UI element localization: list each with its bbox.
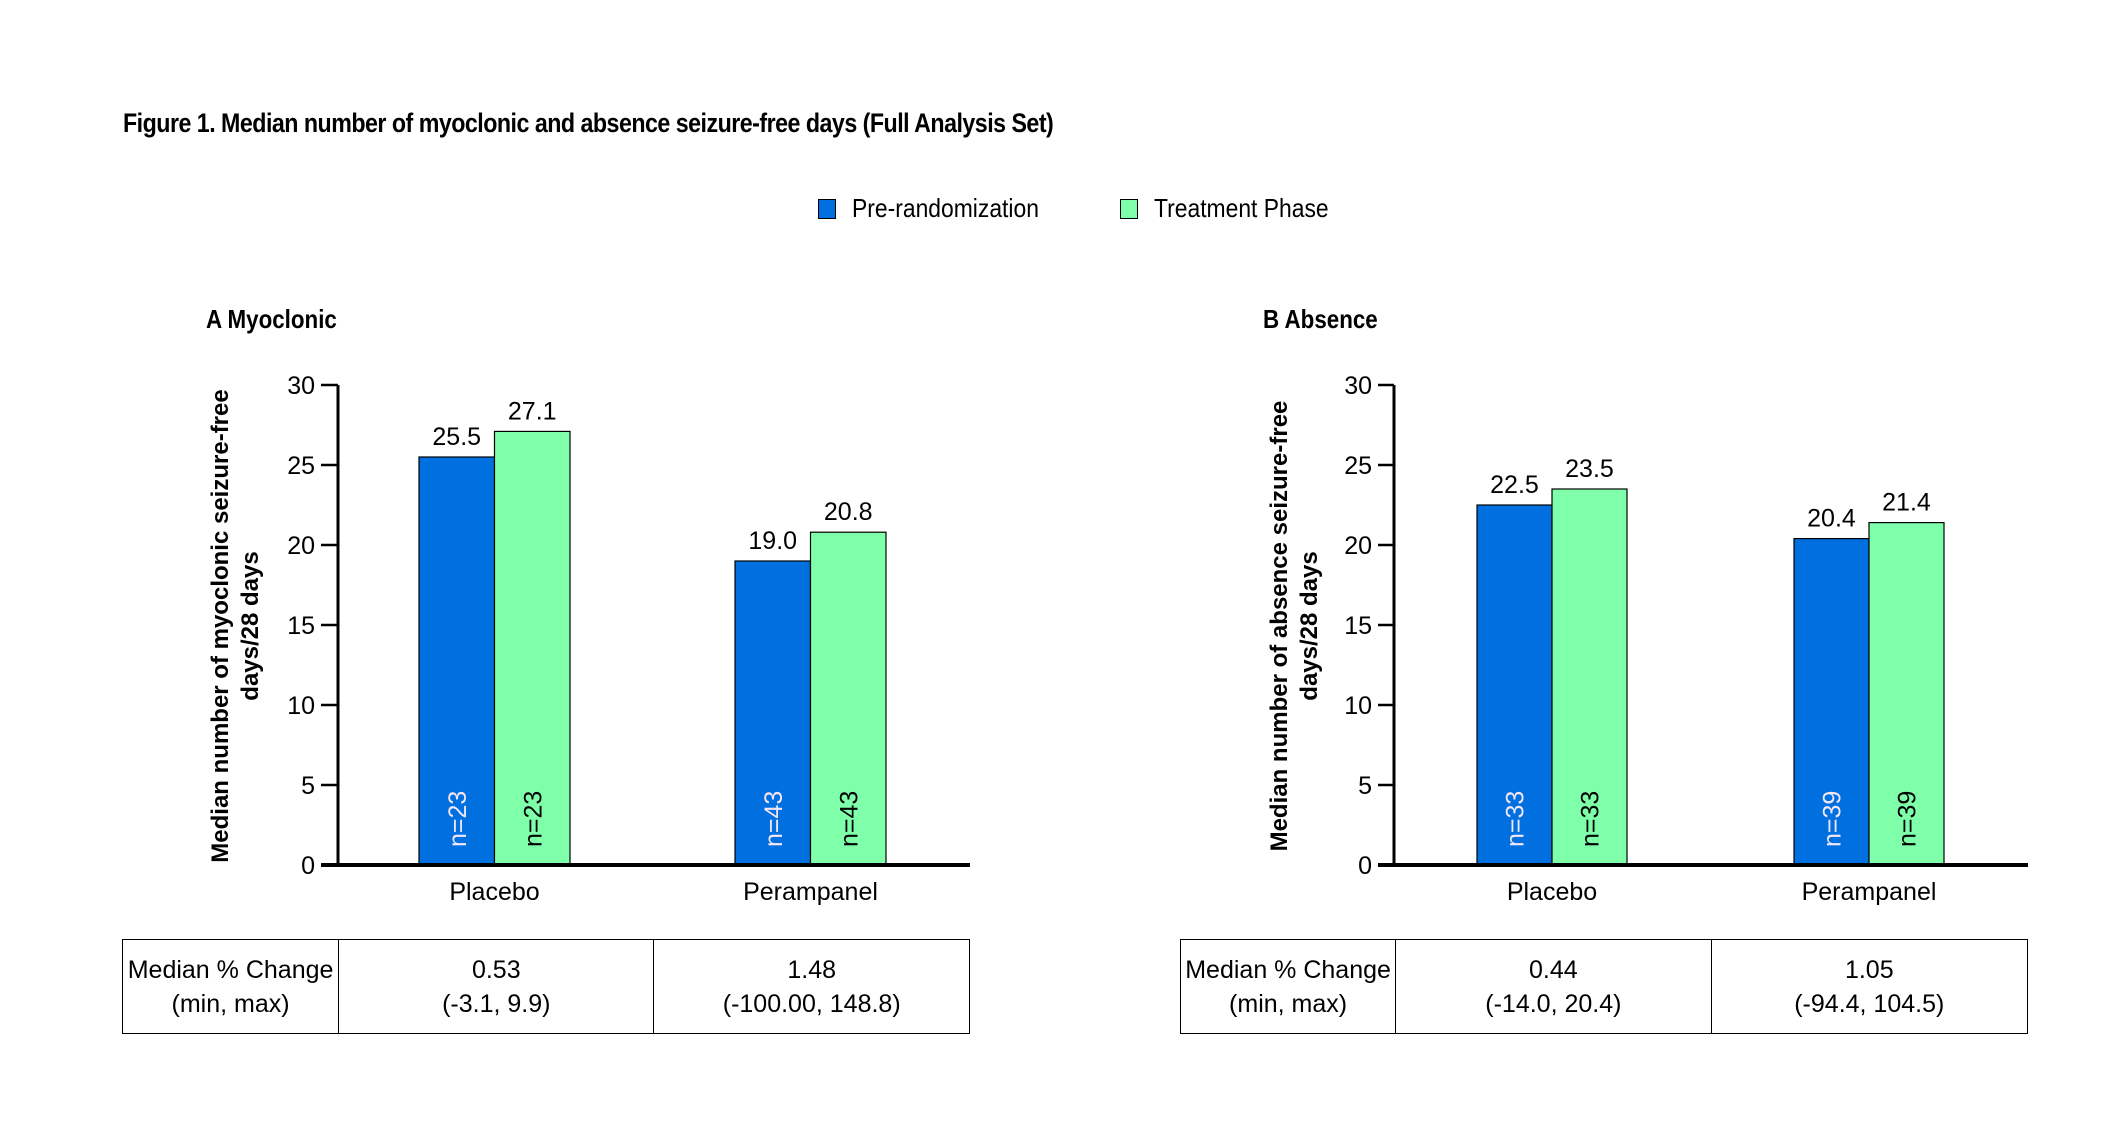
table-cell-placebo: 0.53 (-3.1, 9.9): [338, 939, 655, 1034]
y-tick-label: 0: [301, 852, 315, 880]
bar-value-label: 19.0: [748, 527, 797, 555]
x-tick-label: Perampanel: [1802, 878, 1937, 906]
bar: [734, 560, 812, 866]
bar-n-label: n=33: [1577, 791, 1605, 847]
table-row-header: Median % Change (min, max): [121, 939, 340, 1034]
y-tick-label: 20: [1344, 532, 1372, 560]
stats-table-b: Median % Change (min, max) 0.44 (-14.0, …: [1179, 939, 2029, 1034]
x-tick-label: Placebo: [1507, 878, 1597, 906]
y-tick-label: 15: [287, 612, 315, 640]
legend-swatch-green: [1120, 198, 1139, 219]
bar-n-label: n=23: [519, 791, 547, 847]
y-tick-label: 25: [287, 452, 315, 480]
y-tick-label: 0: [1358, 852, 1372, 880]
bar-value-label: 27.1: [508, 397, 557, 425]
median-value: 0.44: [1529, 955, 1578, 984]
bar-value-label: 21.4: [1882, 489, 1931, 517]
row-header-line: Median % Change: [1185, 955, 1391, 984]
y-tick-label: 30: [287, 372, 315, 400]
bar-n-label: n=33: [1502, 791, 1530, 847]
bar-value-label: 22.5: [1490, 471, 1539, 499]
x-tick-label: Placebo: [449, 878, 539, 906]
y-tick-label: 5: [1358, 772, 1372, 800]
panel-title-a: A Myoclonic: [206, 304, 337, 334]
legend-label: Pre-randomization: [852, 193, 1039, 223]
y-tick-label: 10: [1344, 692, 1372, 720]
y-tick-label: 15: [1344, 612, 1372, 640]
bar-value-label: 23.5: [1565, 455, 1614, 483]
range-value: (-14.0, 20.4): [1485, 989, 1622, 1018]
y-tick-label: 30: [1344, 372, 1372, 400]
figure-title: Figure 1. Median number of myoclonic and…: [123, 108, 1054, 138]
bar: [1476, 504, 1553, 866]
y-tick-label: 25: [1344, 452, 1372, 480]
bar: [493, 430, 571, 866]
range-value: (-94.4, 104.5): [1794, 989, 1945, 1018]
legend-item-treatment-phase: Treatment Phase: [1120, 193, 1352, 224]
bar-value-label: 25.5: [432, 423, 481, 451]
legend-label: Treatment Phase: [1154, 193, 1330, 223]
bar: [1551, 488, 1628, 866]
range-value: (-3.1, 9.9): [442, 989, 551, 1018]
bar-n-label: n=43: [835, 791, 863, 847]
table-cell-perampanel: 1.05 (-94.4, 104.5): [1710, 939, 2029, 1034]
table-cell-perampanel: 1.48 (-100.00, 148.8): [653, 939, 970, 1034]
table-row-header: Median % Change (min, max): [1179, 939, 1397, 1034]
table-cell-placebo: 0.44 (-14.0, 20.4): [1395, 939, 1712, 1034]
bar-n-label: n=43: [760, 791, 788, 847]
panel-title-b: B Absence: [1263, 304, 1378, 334]
median-value: 0.53: [471, 955, 521, 984]
stats-table-a: Median % Change (min, max) 0.53 (-3.1, 9…: [121, 939, 970, 1034]
bar-value-label: 20.8: [824, 498, 873, 526]
range-value: (-100.00, 148.8): [722, 989, 901, 1018]
median-value: 1.48: [787, 955, 837, 984]
table-row: Median % Change (min, max) 0.44 (-14.0, …: [1179, 939, 2029, 1034]
y-tick-label: 5: [301, 772, 315, 800]
legend: Pre-randomization Treatment Phase: [818, 193, 1409, 224]
x-tick-label: Perampanel: [743, 878, 878, 906]
row-header-line: Median % Change: [127, 955, 334, 984]
bar-n-label: n=39: [1894, 791, 1922, 847]
legend-swatch-blue: [818, 198, 836, 219]
table-row: Median % Change (min, max) 0.53 (-3.1, 9…: [121, 939, 970, 1034]
row-header-line: (min, max): [171, 989, 290, 1018]
row-header-line: (min, max): [1229, 989, 1348, 1018]
bar: [809, 531, 887, 866]
bar-n-label: n=23: [444, 791, 472, 847]
y-tick-label: 10: [287, 692, 315, 720]
y-tick-label: 20: [287, 532, 315, 560]
bar-n-label: n=39: [1819, 791, 1847, 847]
bar-value-label: 20.4: [1807, 505, 1856, 533]
legend-item-pre-randomization: Pre-randomization: [818, 193, 1064, 224]
median-value: 1.05: [1844, 955, 1894, 984]
